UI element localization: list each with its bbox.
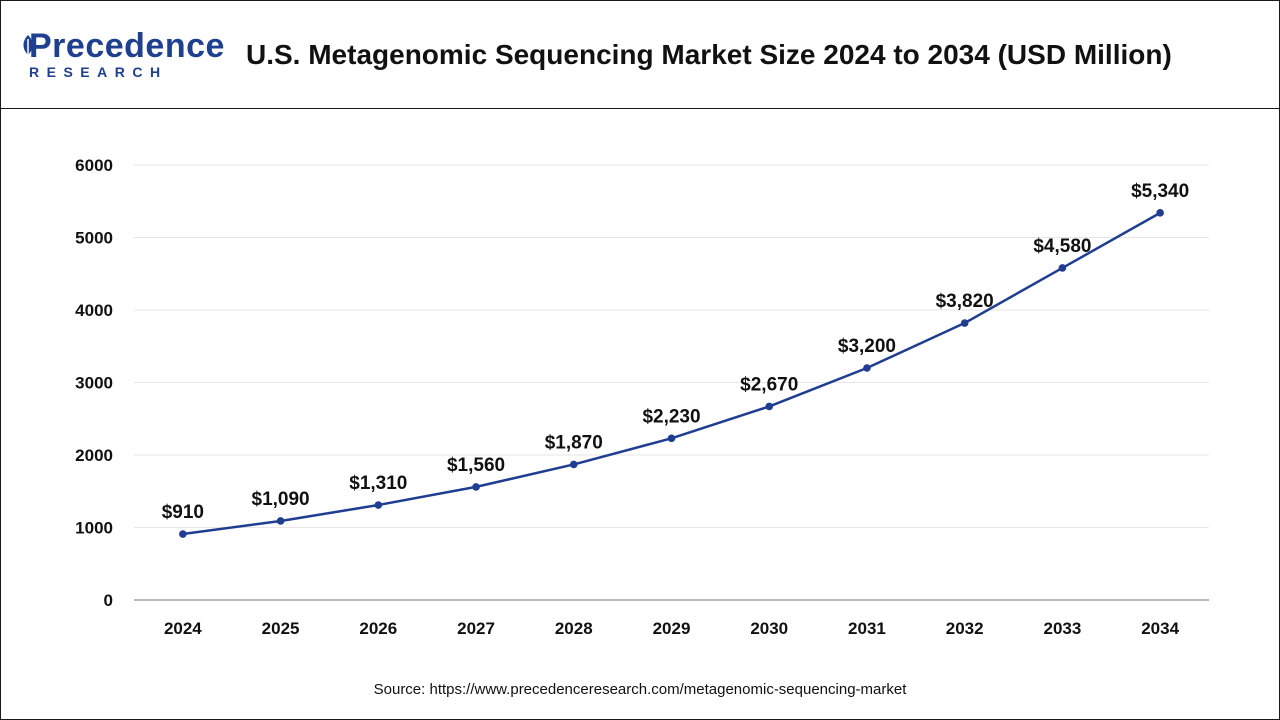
line-chart: 0 1000 2000 3000 4000 5000 6000 2024 2025 2026 202… <box>75 156 1209 638</box>
y-tick-label: 3000 <box>75 374 113 393</box>
x-tick-label: 2030 <box>750 619 788 638</box>
y-tick-label: 5000 <box>75 229 113 248</box>
data-point <box>1156 209 1164 217</box>
chart-title: U.S. Metagenomic Sequencing Market Size … <box>246 39 1172 70</box>
data-point <box>569 460 578 469</box>
data-point <box>765 402 774 411</box>
x-tick-label: 2024 <box>164 619 202 638</box>
data-label: $1,560 <box>447 455 505 476</box>
x-tick-label: 2032 <box>946 619 984 638</box>
leaf-icon <box>23 35 33 61</box>
x-tick-label: 2029 <box>653 619 691 638</box>
data-point <box>667 434 676 443</box>
source-note: Source: https://www.precedenceresearch.c… <box>373 681 907 698</box>
data-label: $2,670 <box>740 374 798 395</box>
data-point <box>374 501 383 509</box>
x-tick-label: 2034 <box>1141 619 1179 638</box>
logo-wordmark: Precedence <box>29 27 225 65</box>
y-tick-label: 6000 <box>75 156 113 175</box>
data-label: $1,870 <box>545 432 603 453</box>
data-label: $3,200 <box>838 336 896 357</box>
data-label: $4,580 <box>1033 236 1091 257</box>
data-label: $1,090 <box>252 489 310 510</box>
series-line <box>182 211 1161 536</box>
logo-subtitle: RESEARCH <box>29 64 168 80</box>
data-label: $1,310 <box>349 473 407 494</box>
data-label: $5,340 <box>1131 181 1189 202</box>
data-point <box>960 319 969 327</box>
x-tick-label: 2027 <box>457 619 495 638</box>
data-label: $910 <box>162 502 204 523</box>
data-point <box>863 364 871 372</box>
data-point <box>1058 264 1067 272</box>
y-tick-label: 4000 <box>75 301 113 320</box>
data-label: $3,820 <box>936 291 994 312</box>
x-tick-label: 2028 <box>555 619 593 638</box>
x-tick-label: 2031 <box>848 619 886 638</box>
y-tick-label: 1000 <box>75 519 113 538</box>
brand-logo: Precedence RESEARCH <box>21 27 224 87</box>
y-tick-label: 2000 <box>75 446 113 465</box>
x-tick-label: 2033 <box>1043 619 1081 638</box>
x-tick-label: 2025 <box>262 619 300 638</box>
data-point <box>472 483 480 491</box>
x-tick-label: 2026 <box>359 619 397 638</box>
data-point <box>179 530 187 538</box>
data-label: $2,230 <box>642 406 700 427</box>
data-point <box>276 517 285 525</box>
y-tick-label: 0 <box>104 591 113 610</box>
chart-header: Precedence RESEARCH U.S. Metagenomic Seq… <box>1 1 1279 109</box>
